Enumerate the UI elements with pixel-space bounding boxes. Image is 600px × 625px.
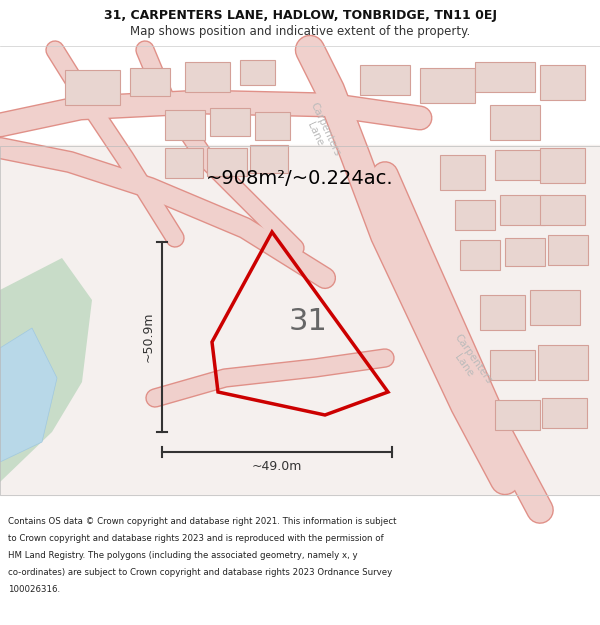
Bar (0, 146, 600, 495)
Bar (360, 65, 410, 95)
Bar (440, 155, 485, 190)
Bar (255, 112, 290, 140)
Bar (495, 150, 545, 180)
Bar (210, 108, 250, 136)
Text: 31: 31 (289, 308, 328, 336)
Bar (500, 195, 545, 225)
Text: 100026316.: 100026316. (8, 585, 60, 594)
Bar (250, 145, 288, 173)
Text: Contains OS data © Crown copyright and database right 2021. This information is : Contains OS data © Crown copyright and d… (8, 517, 397, 526)
Bar (240, 60, 275, 85)
Text: to Crown copyright and database rights 2023 and is reproduced with the permissio: to Crown copyright and database rights 2… (8, 534, 383, 543)
Text: Map shows position and indicative extent of the property.: Map shows position and indicative extent… (130, 26, 470, 39)
Polygon shape (0, 258, 92, 482)
Bar (538, 345, 588, 380)
Text: HM Land Registry. The polygons (including the associated geometry, namely x, y: HM Land Registry. The polygons (includin… (8, 551, 358, 560)
Text: ~50.9m: ~50.9m (142, 312, 155, 362)
Text: Carpenters
Lane: Carpenters Lane (298, 101, 342, 163)
Bar (455, 200, 495, 230)
Bar (540, 195, 585, 225)
Bar (65, 70, 120, 105)
Polygon shape (0, 328, 57, 462)
Text: 31, CARPENTERS LANE, HADLOW, TONBRIDGE, TN11 0EJ: 31, CARPENTERS LANE, HADLOW, TONBRIDGE, … (104, 9, 497, 22)
Bar (460, 240, 500, 270)
Bar (490, 105, 540, 140)
Bar (480, 295, 525, 330)
Bar (540, 65, 585, 100)
Bar (530, 290, 580, 325)
Bar (207, 148, 247, 176)
Bar (0, 145, 600, 495)
Text: ~908m²/~0.224ac.: ~908m²/~0.224ac. (206, 169, 394, 187)
Bar (165, 110, 205, 140)
Bar (548, 235, 588, 265)
Text: co-ordinates) are subject to Crown copyright and database rights 2023 Ordnance S: co-ordinates) are subject to Crown copyr… (8, 568, 392, 577)
Bar (130, 68, 170, 96)
Bar (505, 238, 545, 266)
Bar (420, 68, 475, 103)
Bar (185, 62, 230, 92)
Bar (495, 400, 540, 430)
Bar (542, 398, 587, 428)
Bar (165, 148, 203, 178)
Text: ~49.0m: ~49.0m (252, 459, 302, 472)
Bar (540, 148, 585, 183)
Bar (475, 62, 535, 92)
Bar (490, 350, 535, 380)
Text: Carpenters
Lane: Carpenters Lane (442, 332, 494, 392)
